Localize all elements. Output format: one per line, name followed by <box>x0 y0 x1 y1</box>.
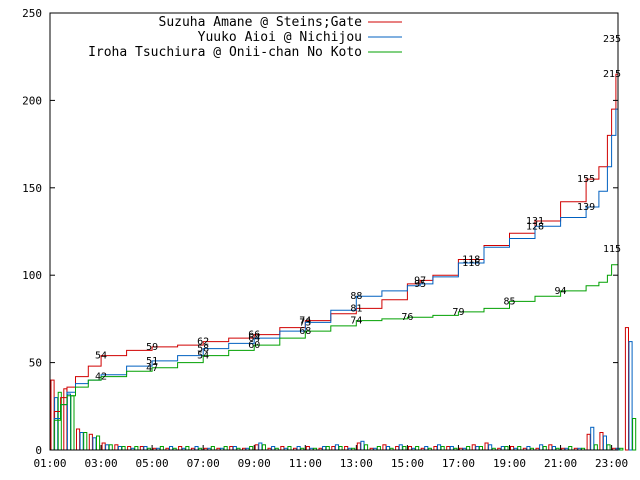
x-tick-label: 21:00 <box>544 457 577 470</box>
y-tick-label: 50 <box>29 357 42 370</box>
point-label: 60 <box>248 340 260 351</box>
point-label: 73 <box>299 317 311 328</box>
point-label: 54 <box>197 351 209 362</box>
y-axis: 0 50 100 150 200 250 <box>22 7 618 457</box>
bar <box>619 447 624 451</box>
point-label: 88 <box>350 291 362 302</box>
point-label: 74 <box>350 316 362 327</box>
point-label: 85 <box>503 296 515 307</box>
x-tick-label: 05:00 <box>136 457 169 470</box>
point-label: 47 <box>146 363 158 374</box>
point-label: 66 <box>248 330 260 341</box>
series-line <box>50 39 619 451</box>
point-label: 94 <box>555 286 567 297</box>
point-label: 115 <box>603 244 621 255</box>
point-label: 76 <box>401 312 413 323</box>
legend-label: Yuuko Aioi @ Nichijou <box>198 30 362 45</box>
x-tick-label: 09:00 <box>238 457 271 470</box>
x-tick-label: 07:00 <box>187 457 220 470</box>
point-label: 54 <box>95 351 107 362</box>
point-label: 95 <box>414 279 426 290</box>
point-label: 235 <box>603 34 621 45</box>
y-tick-label: 0 <box>35 444 42 457</box>
point-label: 131 <box>526 216 544 227</box>
x-tick-label: 01:00 <box>33 457 66 470</box>
x-tick-label: 19:00 <box>493 457 526 470</box>
y-tick-label: 100 <box>22 269 42 282</box>
point-label: 59 <box>146 342 158 353</box>
point-label: 139 <box>577 202 595 213</box>
x-tick-label: 03:00 <box>84 457 117 470</box>
point-label: 62 <box>197 337 209 348</box>
point-label: 97 <box>414 275 426 286</box>
point-label: 64 <box>248 333 260 344</box>
bars-layer <box>50 327 637 451</box>
legend-label: Suzuha Amane @ Steins;Gate <box>159 15 363 30</box>
y-tick-label: 150 <box>22 182 42 195</box>
point-labels-layer: 54 59 62 66 74 81 97 118 131 155 235 51 58 64 73 88 95 11… <box>95 34 621 382</box>
y-tick-label: 200 <box>22 94 42 107</box>
plot-frame <box>49 12 619 451</box>
point-label: 116 <box>462 258 480 269</box>
point-label: 118 <box>462 254 480 265</box>
x-axis: 01:00 03:00 05:00 07:00 09:00 11:00 13:00 15:00… <box>33 445 628 470</box>
x-tick-label: 17:00 <box>442 457 475 470</box>
point-label: 155 <box>577 174 595 185</box>
point-label: 51 <box>146 356 158 367</box>
point-label: 215 <box>603 69 621 80</box>
lines-layer <box>50 39 619 451</box>
point-label: 58 <box>197 344 209 355</box>
y-tick-label: 250 <box>22 7 42 20</box>
series-line <box>50 249 619 451</box>
x-tick-label: 23:00 <box>595 457 628 470</box>
legend-label: Iroha Tsuchiura @ Onii-chan No Koto <box>88 45 362 60</box>
x-tick-label: 13:00 <box>340 457 373 470</box>
point-label: 79 <box>452 307 464 318</box>
point-label: 42 <box>95 372 107 383</box>
point-label: 68 <box>299 326 311 337</box>
point-label: 128 <box>526 221 544 232</box>
x-tick-label: 11:00 <box>289 457 322 470</box>
point-label: 74 <box>299 316 311 327</box>
point-label: 81 <box>350 303 362 314</box>
x-tick-label: 15:00 <box>391 457 424 470</box>
bar <box>628 341 633 451</box>
bar <box>632 418 637 451</box>
